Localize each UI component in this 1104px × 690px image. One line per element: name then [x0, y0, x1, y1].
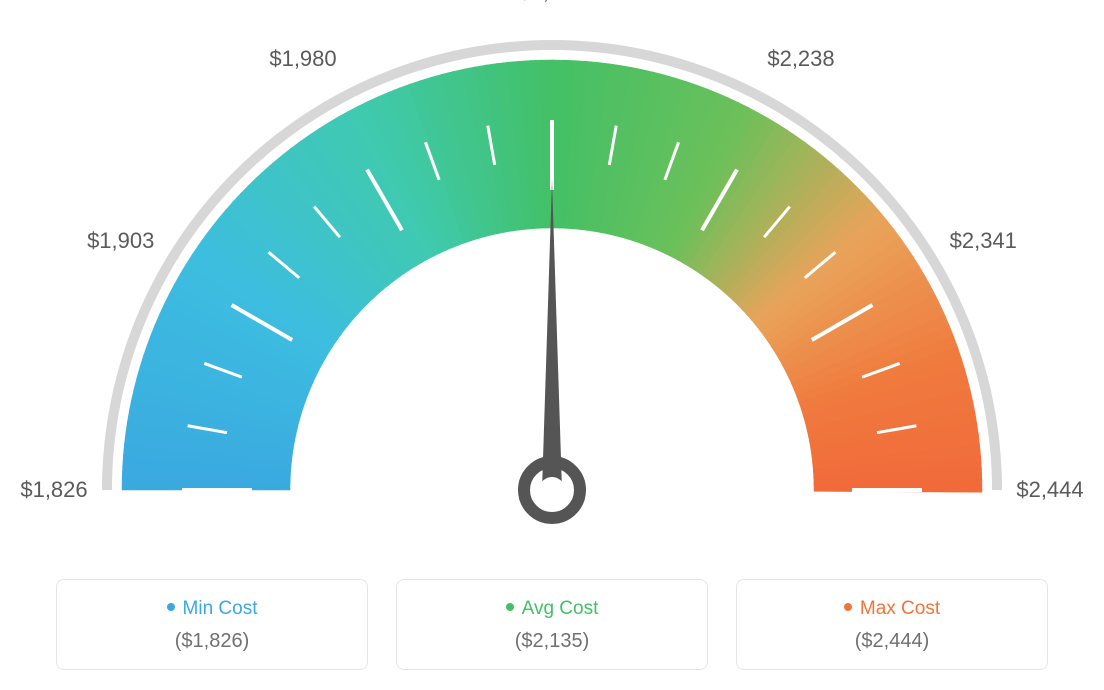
- gauge-tick-label: $1,903: [87, 228, 154, 254]
- gauge-tick-label: $2,341: [950, 228, 1017, 254]
- legend-min-dot: [167, 603, 175, 611]
- legend-avg-value: ($2,135): [397, 630, 707, 653]
- gauge-tick-label: $2,135: [518, 0, 585, 5]
- legend-min-value: ($1,826): [57, 630, 367, 653]
- legend-avg-card: Avg Cost ($2,135): [396, 579, 708, 670]
- legend-min-label: Min Cost: [183, 598, 258, 619]
- legend-avg-title: Avg Cost: [397, 598, 707, 620]
- legend-max-label: Max Cost: [860, 598, 940, 619]
- legend-avg-dot: [506, 603, 514, 611]
- legend-max-card: Max Cost ($2,444): [736, 579, 1048, 670]
- gauge-tick-label: $2,444: [1016, 477, 1083, 503]
- gauge-stage: $1,826 $1,903 $1,980 $2,135 $2,238 $2,341 $2,4…: [0, 0, 1104, 560]
- legend-avg-label: Avg Cost: [522, 598, 599, 619]
- legend-max-dot: [844, 603, 852, 611]
- legend-max-value: ($2,444): [737, 630, 1047, 653]
- gauge-needle-hub-inner: [539, 477, 565, 503]
- legend-row: Min Cost ($1,826) Avg Cost ($2,135) Max …: [0, 579, 1104, 670]
- gauge-tick-label: $1,980: [269, 46, 336, 72]
- gauge-tick-label: $1,826: [20, 477, 87, 503]
- gauge-svg: [0, 0, 1104, 560]
- legend-max-title: Max Cost: [737, 598, 1047, 620]
- gauge-tick-label: $2,238: [767, 46, 834, 72]
- legend-min-card: Min Cost ($1,826): [56, 579, 368, 670]
- legend-min-title: Min Cost: [57, 598, 367, 620]
